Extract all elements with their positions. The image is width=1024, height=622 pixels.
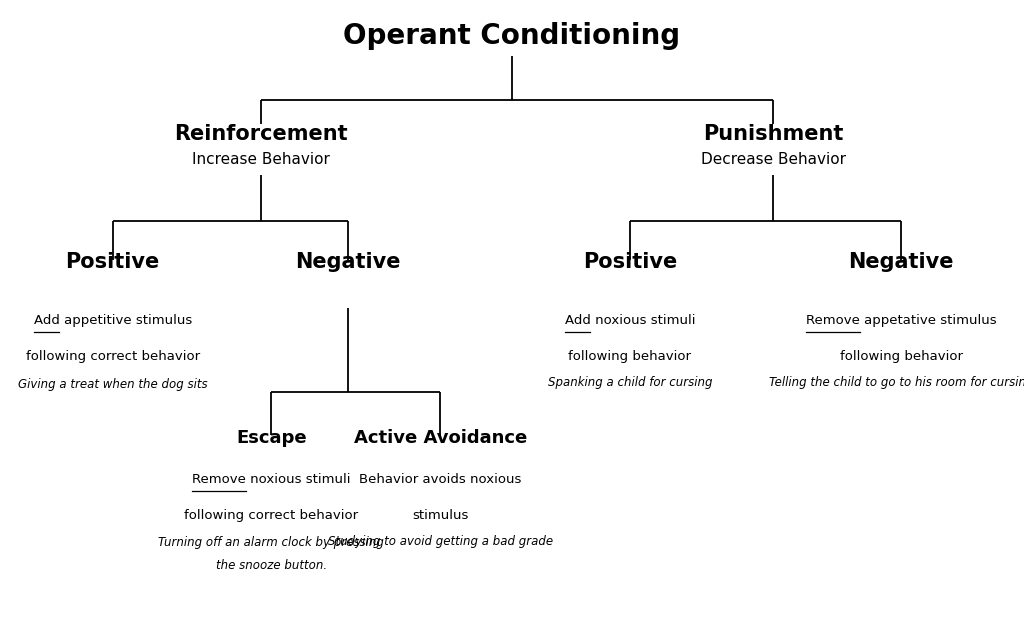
Text: Reinforcement: Reinforcement	[174, 124, 348, 144]
Text: Escape: Escape	[237, 429, 306, 447]
Text: stimulus: stimulus	[412, 509, 469, 522]
Text: Telling the child to go to his room for cursing: Telling the child to go to his room for …	[769, 376, 1024, 389]
Text: following correct behavior: following correct behavior	[26, 350, 200, 363]
Text: Positive: Positive	[66, 252, 160, 272]
Text: Studying to avoid getting a bad grade: Studying to avoid getting a bad grade	[328, 535, 553, 548]
Text: Decrease Behavior: Decrease Behavior	[700, 152, 846, 167]
Text: Operant Conditioning: Operant Conditioning	[343, 22, 681, 50]
Text: Add appetitive stimulus: Add appetitive stimulus	[34, 314, 191, 327]
Text: Increase Behavior: Increase Behavior	[193, 152, 330, 167]
Text: Giving a treat when the dog sits: Giving a treat when the dog sits	[17, 378, 208, 391]
Text: Active Avoidance: Active Avoidance	[353, 429, 527, 447]
Text: Negative: Negative	[848, 252, 954, 272]
Text: Negative: Negative	[295, 252, 401, 272]
Text: Behavior avoids noxious: Behavior avoids noxious	[359, 473, 521, 486]
Text: Spanking a child for cursing: Spanking a child for cursing	[548, 376, 712, 389]
Text: Positive: Positive	[583, 252, 677, 272]
Text: Punishment: Punishment	[702, 124, 844, 144]
Text: Turning off an alarm clock by pressing: Turning off an alarm clock by pressing	[159, 536, 384, 549]
Text: the snooze button.: the snooze button.	[216, 559, 327, 572]
Text: following behavior: following behavior	[568, 350, 691, 363]
Text: Remove appetative stimulus: Remove appetative stimulus	[806, 314, 996, 327]
Text: Add noxious stimuli: Add noxious stimuli	[564, 314, 695, 327]
Text: Remove noxious stimuli: Remove noxious stimuli	[193, 473, 350, 486]
Text: following correct behavior: following correct behavior	[184, 509, 358, 522]
Text: following behavior: following behavior	[840, 350, 963, 363]
